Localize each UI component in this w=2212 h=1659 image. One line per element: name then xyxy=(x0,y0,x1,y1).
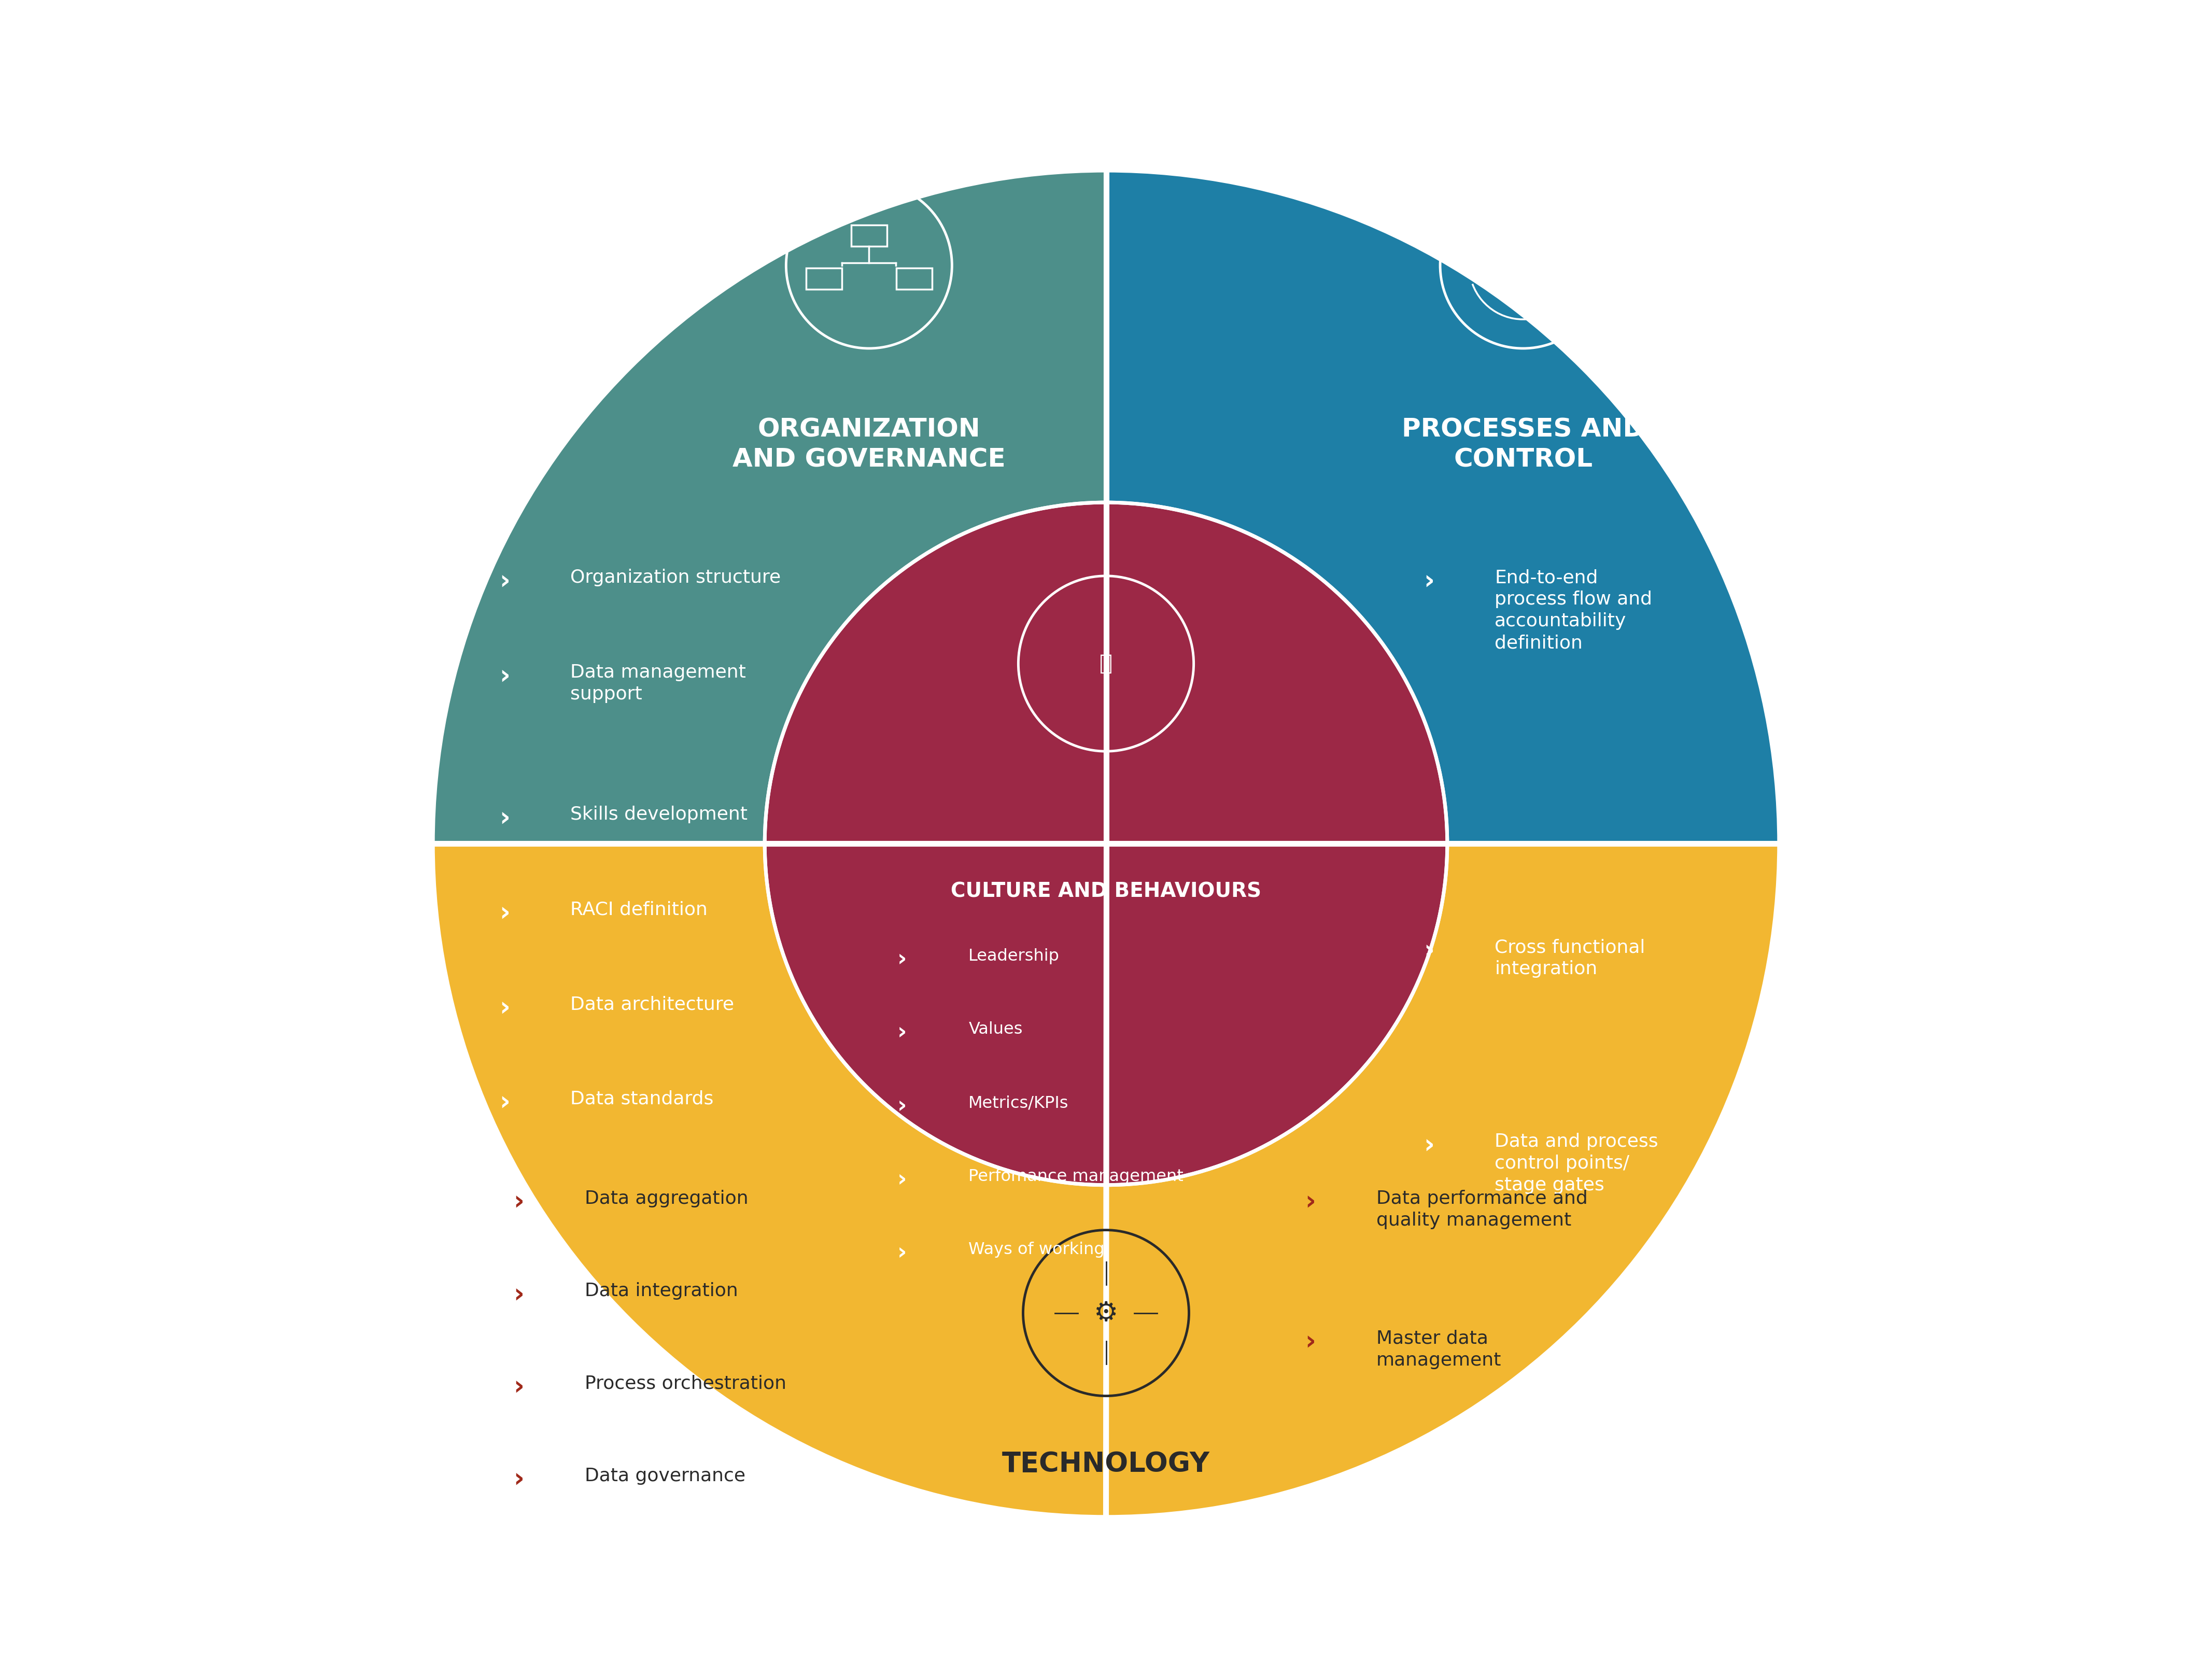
Text: ›: › xyxy=(500,1090,511,1117)
Text: ›: › xyxy=(500,995,511,1022)
Circle shape xyxy=(765,503,1447,1185)
Text: Ways of working: Ways of working xyxy=(969,1243,1104,1258)
Text: Data architecture: Data architecture xyxy=(571,995,734,1014)
Wedge shape xyxy=(434,171,1106,1516)
Text: PROCESSES AND
CONTROL: PROCESSES AND CONTROL xyxy=(1402,416,1644,471)
Text: Perfomance management: Perfomance management xyxy=(969,1168,1183,1185)
Text: Data and process
control points/
stage gates: Data and process control points/ stage g… xyxy=(1495,1133,1659,1194)
Text: Data standards: Data standards xyxy=(571,1090,714,1108)
Text: ›: › xyxy=(898,1168,907,1191)
Text: ›: › xyxy=(1425,569,1433,594)
Text: 👥: 👥 xyxy=(1099,652,1113,675)
Text: ⚙: ⚙ xyxy=(1495,244,1517,267)
Text: Data governance: Data governance xyxy=(584,1467,745,1485)
Circle shape xyxy=(434,171,1778,1516)
Text: Organization structure: Organization structure xyxy=(571,569,781,586)
Text: ›: › xyxy=(500,901,511,926)
Text: Cross functional
integration: Cross functional integration xyxy=(1495,939,1646,977)
Text: TECHNOLOGY: TECHNOLOGY xyxy=(1002,1450,1210,1478)
Text: RACI definition: RACI definition xyxy=(571,901,708,917)
Text: ›: › xyxy=(513,1467,524,1493)
Text: ›: › xyxy=(500,806,511,831)
Text: Process orchestration: Process orchestration xyxy=(584,1375,785,1392)
Text: ›: › xyxy=(898,1243,907,1264)
Text: ›: › xyxy=(1425,939,1433,964)
Text: ›: › xyxy=(898,947,907,971)
Text: ›: › xyxy=(513,1375,524,1400)
Text: End-to-end
process flow and
accountability
definition: End-to-end process flow and accountabili… xyxy=(1495,569,1652,652)
Text: ›: › xyxy=(513,1282,524,1307)
Text: ›: › xyxy=(513,1190,524,1216)
Text: Leadership: Leadership xyxy=(969,947,1060,964)
Wedge shape xyxy=(434,844,1778,1516)
Wedge shape xyxy=(1106,171,1778,1516)
Text: ›: › xyxy=(1305,1329,1316,1355)
Text: Data performance and
quality management: Data performance and quality management xyxy=(1376,1190,1588,1229)
Text: CULTURE AND BEHAVIOURS: CULTURE AND BEHAVIOURS xyxy=(951,881,1261,901)
Text: Data aggregation: Data aggregation xyxy=(584,1190,748,1208)
Text: Metrics/KPIs: Metrics/KPIs xyxy=(969,1095,1068,1112)
Text: ›: › xyxy=(898,1022,907,1044)
Text: ›: › xyxy=(500,664,511,690)
Text: Data management
support: Data management support xyxy=(571,664,745,703)
Text: Skills development: Skills development xyxy=(571,806,748,823)
Text: ⚙: ⚙ xyxy=(1093,1299,1119,1327)
Text: ORGANIZATION
AND GOVERNANCE: ORGANIZATION AND GOVERNANCE xyxy=(732,416,1006,471)
Text: ›: › xyxy=(898,1095,907,1117)
Text: ›: › xyxy=(1425,1133,1433,1158)
Text: Master data
management: Master data management xyxy=(1376,1329,1502,1369)
Text: ›: › xyxy=(1305,1190,1316,1216)
Text: ›: › xyxy=(500,569,511,594)
Text: ⚙: ⚙ xyxy=(1542,267,1557,284)
Text: Values: Values xyxy=(969,1022,1022,1037)
Text: Data integration: Data integration xyxy=(584,1282,739,1299)
